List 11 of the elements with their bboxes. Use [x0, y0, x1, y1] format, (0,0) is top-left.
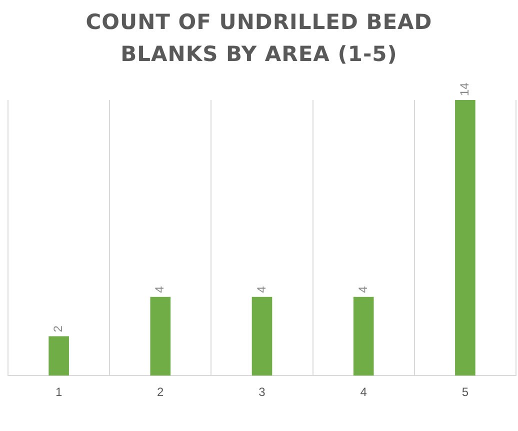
- data-label: 14: [458, 82, 472, 96]
- data-label: 2: [51, 325, 66, 332]
- x-tick-label: 1: [55, 385, 62, 400]
- x-tick-label: 4: [360, 385, 368, 400]
- data-label: 4: [254, 286, 268, 293]
- x-tick-label: 2: [157, 385, 164, 400]
- data-label: 4: [356, 286, 370, 293]
- chart-title: COUNT OF UNDRILLED BEAD BLANKS BY AREA (1-5): [84, 9, 434, 68]
- x-tick-label: 3: [258, 385, 266, 400]
- x-tick-label: 5: [462, 385, 469, 400]
- data-label: 4: [152, 286, 167, 293]
